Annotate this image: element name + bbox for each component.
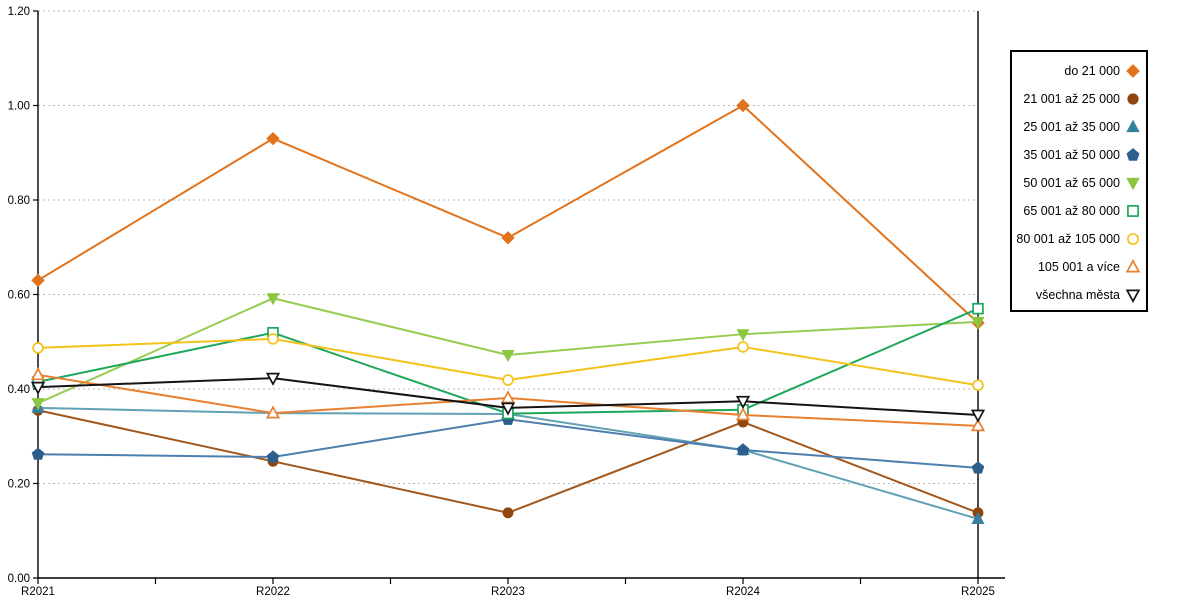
circle-marker (32, 342, 44, 354)
pentagon-marker (971, 461, 985, 474)
series-1 (31, 98, 985, 330)
x-tick-label: R2022 (256, 586, 290, 598)
y-tick-label: 0.20 (8, 479, 30, 491)
series-7 (32, 333, 984, 391)
triangle-down-marker (266, 293, 280, 306)
y-tick-label: 1.20 (8, 6, 30, 18)
chart-canvas: 0.00 0.20 0.40 0.60 0.80 1.00 1.20 R2021 R2022 R2… (8, 6, 1005, 598)
series-line (37, 409, 979, 514)
triangle-down-marker (30, 381, 46, 395)
x-tick-label: R2025 (961, 586, 995, 598)
series-line (37, 418, 979, 469)
circle-marker (502, 374, 514, 386)
triangle-down-marker (735, 395, 751, 410)
diamond-marker (31, 273, 45, 288)
legend-item-2: 21 001 až 25 000 (1012, 85, 1146, 113)
legend-item-8: 105 001 a více (1012, 253, 1146, 281)
triangle-down-marker (31, 398, 45, 411)
diamond-marker (1126, 64, 1140, 78)
triangle-down-marker (1126, 177, 1140, 191)
series-9 (30, 372, 986, 423)
y-tick-label: 0.80 (8, 195, 30, 207)
line-chart: 0.00 0.20 0.40 0.60 0.80 1.00 1.20 R2021 R2022 R2… (8, 6, 1005, 598)
legend-label: 21 001 až 25 000 (1023, 92, 1120, 106)
pentagon-icon (1126, 148, 1140, 161)
diamond-marker (736, 98, 750, 113)
legend-item-1: do 21 000 (1012, 57, 1146, 85)
pentagon-marker (1126, 148, 1140, 161)
y-tick-label: 0.00 (8, 573, 30, 585)
triangle-up-icon (1126, 119, 1140, 133)
triangle-down-icon (1125, 289, 1141, 303)
legend-item-3: 25 001 až 35 000 (1012, 113, 1146, 141)
x-tick-label: R2023 (491, 586, 525, 598)
legend-label: všechna města (1035, 288, 1120, 302)
diamond-icon (1126, 64, 1140, 78)
triangle-up-marker (500, 390, 516, 404)
triangle-down-marker (736, 329, 750, 342)
triangle-down-marker (970, 409, 986, 423)
series-4 (31, 412, 985, 474)
legend-label: 25 001 až 35 000 (1023, 120, 1120, 134)
series-line (37, 104, 979, 324)
pentagon-marker (736, 443, 750, 456)
triangle-up-icon (1125, 259, 1141, 273)
series-8 (30, 367, 986, 432)
triangle-up-marker (30, 367, 46, 381)
square-marker (1127, 205, 1139, 217)
circle-marker (267, 333, 279, 345)
legend-label: do 21 000 (1064, 64, 1120, 78)
y-tick-label: 0.60 (8, 290, 30, 302)
y-tick-label: 0.40 (8, 384, 30, 396)
triangle-down-marker (501, 349, 515, 363)
chart-legend: do 21 000 21 001 až 25 000 25 001 až 35 00… (1010, 50, 1148, 312)
triangle-down-marker (971, 316, 985, 329)
triangle-up-marker (971, 511, 985, 524)
square-icon (1127, 205, 1139, 217)
legend-label: 65 001 až 80 000 (1023, 204, 1120, 218)
square-marker (972, 302, 984, 315)
legend-label: 50 001 až 65 000 (1023, 176, 1120, 190)
triangle-up-marker (970, 418, 986, 432)
circle-marker (502, 507, 514, 519)
circle-icon (1127, 93, 1139, 105)
legend-item-4: 35 001 až 50 000 (1012, 141, 1146, 169)
circle-marker (972, 379, 984, 391)
pentagon-marker (266, 450, 280, 463)
circle-marker (1127, 93, 1139, 105)
triangle-up-marker (735, 407, 751, 421)
triangle-up-marker (265, 405, 281, 419)
pentagon-marker (31, 447, 45, 460)
triangle-up-marker (1125, 259, 1141, 273)
diamond-marker (501, 231, 515, 245)
triangle-up-marker (1126, 119, 1140, 133)
circle-marker (737, 341, 749, 353)
triangle-down-marker (500, 402, 516, 416)
legend-label: 80 001 až 105 000 (1016, 232, 1120, 246)
triangle-down-marker (265, 372, 281, 386)
legend-item-6: 65 001 až 80 000 (1012, 197, 1146, 225)
legend-item-7: 80 001 až 105 000 (1012, 225, 1146, 253)
y-tick-label: 1.00 (8, 101, 30, 113)
circle-icon (1127, 233, 1139, 245)
legend-label: 35 001 až 50 000 (1023, 148, 1120, 162)
legend-item-9: všechna města (1012, 281, 1146, 309)
series-5 (31, 293, 985, 411)
legend-label: 105 001 a více (1037, 260, 1120, 274)
diamond-marker (266, 131, 280, 146)
circle-marker (1127, 233, 1139, 245)
x-tick-label: R2024 (726, 586, 760, 598)
legend-item-5: 50 001 až 65 000 (1012, 169, 1146, 197)
x-tick-label: R2021 (21, 586, 55, 598)
triangle-down-marker (1125, 289, 1141, 303)
triangle-down-icon (1126, 177, 1140, 191)
